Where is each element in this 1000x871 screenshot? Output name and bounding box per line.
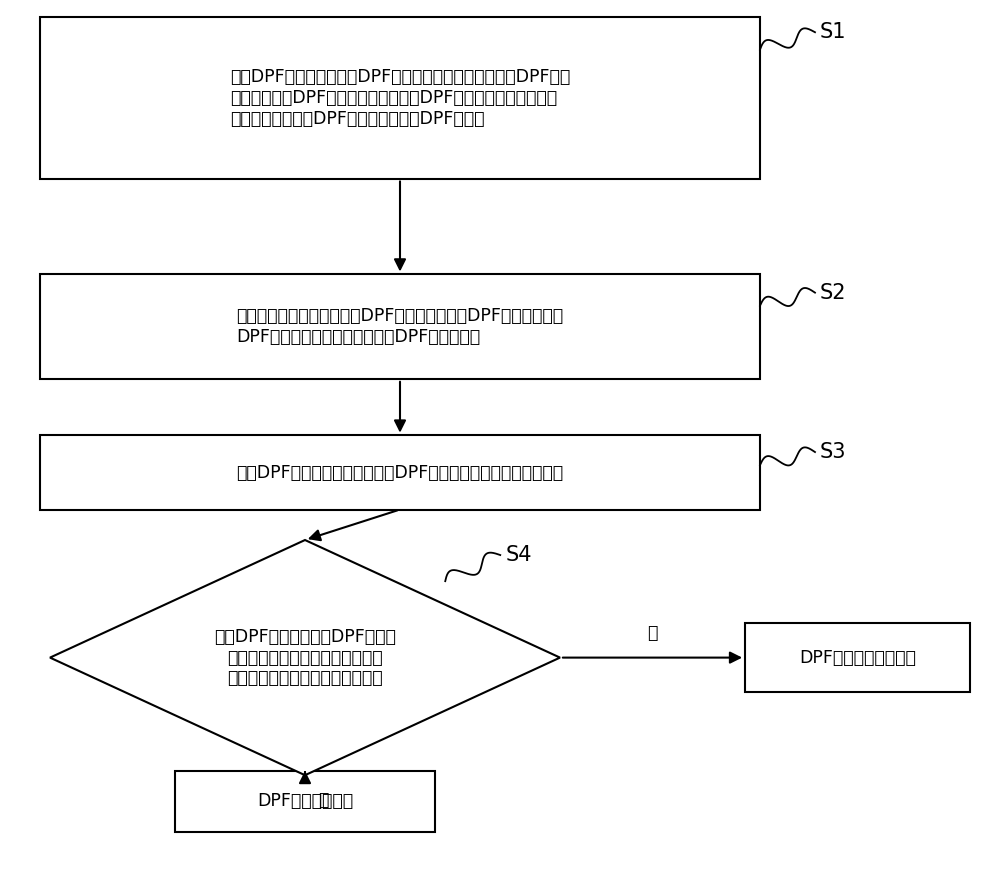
Text: DPF捕集效率正常: DPF捕集效率正常 bbox=[257, 793, 353, 810]
Text: 计算DPF压差测量值和DPF实时压
差值的压差偏差值，判断压差偏差
值是否小于或者等于压差偏差阈值: 计算DPF压差测量值和DPF实时压 差值的压差偏差值，判断压差偏差 值是否小于或… bbox=[214, 628, 396, 687]
Text: S2: S2 bbox=[820, 283, 847, 302]
Text: S1: S1 bbox=[820, 23, 847, 42]
Text: 根据发动机废气体积流量、DPF载体平均温度和DPF碳载量，建立
DPF实时压差值计算模型，计算DPF实时压差值: 根据发动机废气体积流量、DPF载体平均温度和DPF碳载量，建立 DPF实时压差值… bbox=[236, 307, 564, 346]
Text: 根据DPF系统的工况信息，标定DPF捕集效率故障诊断的使能区域: 根据DPF系统的工况信息，标定DPF捕集效率故障诊断的使能区域 bbox=[236, 463, 564, 482]
FancyBboxPatch shape bbox=[40, 17, 760, 179]
Text: 使用DPF压差传感器采集DPF系统不同工作状态下的多个DPF压差
测量值，通过DPF系统的计算模块获取DPF压差测量值对应的发动
机废气体积流量、DPF载体平均: 使用DPF压差传感器采集DPF系统不同工作状态下的多个DPF压差 测量值，通过D… bbox=[230, 68, 570, 128]
Polygon shape bbox=[50, 540, 560, 775]
FancyBboxPatch shape bbox=[175, 771, 435, 832]
FancyBboxPatch shape bbox=[40, 436, 760, 510]
FancyBboxPatch shape bbox=[745, 623, 970, 692]
Text: DPF捕集效率存在故障: DPF捕集效率存在故障 bbox=[799, 649, 916, 666]
Text: S4: S4 bbox=[505, 545, 532, 565]
FancyBboxPatch shape bbox=[40, 274, 760, 379]
Text: S3: S3 bbox=[820, 442, 847, 462]
Text: 是: 是 bbox=[318, 791, 328, 809]
Text: 否: 否 bbox=[647, 624, 658, 642]
